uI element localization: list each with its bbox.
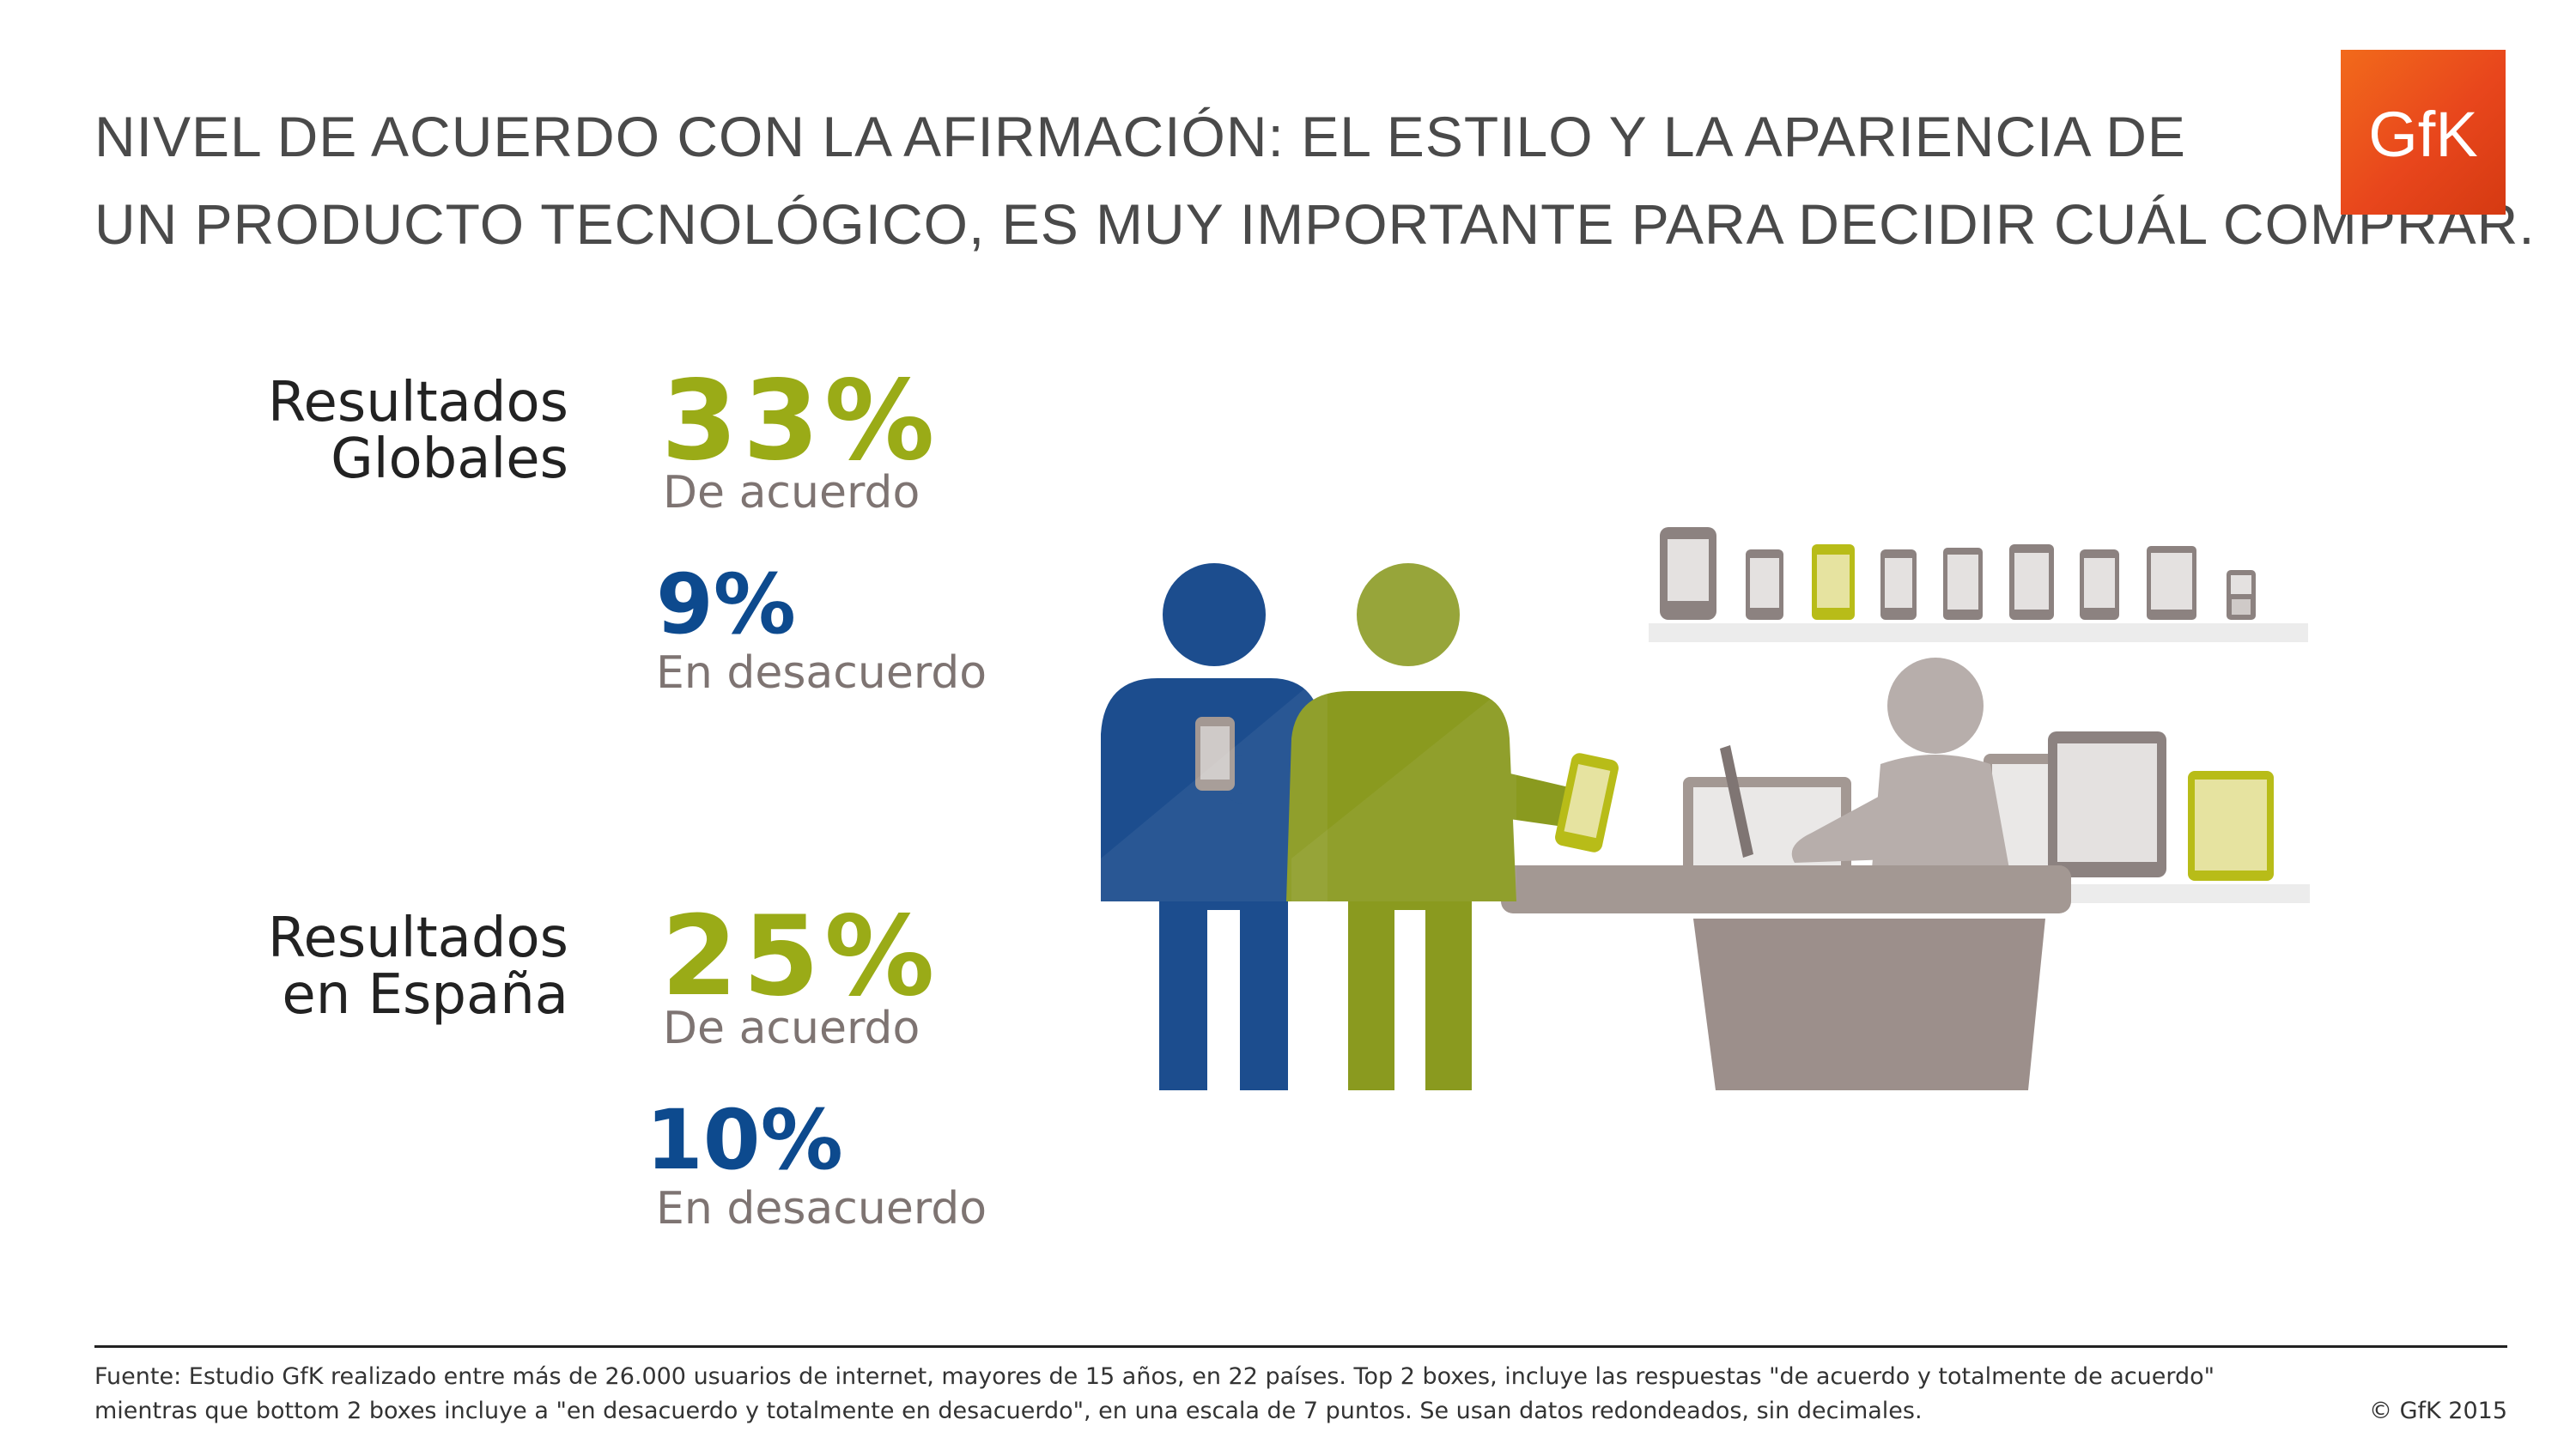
blue-person-head — [1163, 563, 1266, 666]
source-line-2: mientras que bottom 2 boxes incluye a "e… — [94, 1398, 1923, 1424]
footer-divider — [94, 1345, 2507, 1348]
phone-icon — [1943, 548, 1983, 620]
global-label-line-2: Globales — [331, 428, 568, 491]
phone-icon — [1880, 549, 1917, 620]
store-illustration — [1101, 527, 2310, 1090]
phone-icon — [1746, 549, 1783, 620]
global-agree-label: De acuerdo — [663, 467, 920, 519]
source-line-1: Fuente: Estudio GfK realizado entre más … — [94, 1363, 2215, 1390]
page-title: NIVEL DE ACUERDO CON LA AFIRMACIÓN: EL E… — [94, 93, 2536, 268]
laptop-screen-open — [1720, 745, 1753, 858]
title-line-1: NIVEL DE ACUERDO CON LA AFIRMACIÓN: EL E… — [94, 105, 2186, 168]
spain-agree-percent: 25% — [661, 893, 940, 1021]
global-label-line-1: Resultados — [267, 371, 568, 434]
feature-phone-icon — [2227, 570, 2256, 620]
phone-icon — [1660, 527, 1716, 620]
phone-icon — [1812, 544, 1855, 620]
global-disagree-label: En desacuerdo — [656, 647, 987, 699]
global-agree-percent: 33% — [661, 357, 940, 485]
counter-front — [1693, 919, 2045, 1090]
assistant-head — [1887, 658, 1984, 754]
source-note: Fuente: Estudio GfK realizado entre más … — [94, 1360, 2215, 1429]
counter-top — [1501, 865, 2071, 913]
spain-label-line-1: Resultados — [267, 907, 568, 970]
phone-icon — [1555, 753, 1619, 852]
copyright: © GfK 2015 — [2368, 1398, 2507, 1424]
gfk-logo: GfK — [2341, 50, 2506, 215]
phone-icon — [2147, 546, 2196, 620]
title-line-2: UN PRODUCTO TECNOLÓGICO, ES MUY IMPORTAN… — [94, 192, 2536, 256]
spain-agree-label: De acuerdo — [663, 1003, 920, 1054]
global-label: Resultados Globales — [88, 374, 568, 488]
spain-label-line-2: en España — [282, 963, 568, 1027]
assistant-arm — [1791, 777, 1915, 863]
phone-icon — [1195, 717, 1235, 791]
green-person-body — [1286, 691, 1516, 1090]
global-disagree-percent: 9% — [656, 556, 796, 652]
tablet-icon — [2048, 731, 2166, 877]
spain-disagree-label: En desacuerdo — [656, 1183, 987, 1235]
spain-label: Resultados en España — [88, 910, 568, 1023]
spain-disagree-percent: 10% — [646, 1092, 843, 1188]
tablet-icon — [2188, 771, 2274, 881]
phone-icon — [2080, 549, 2119, 620]
green-person-head — [1357, 563, 1460, 666]
phone-icon — [2009, 544, 2054, 620]
gfk-logo-text: GfK — [2368, 99, 2478, 170]
top-shelf — [1649, 623, 2308, 642]
